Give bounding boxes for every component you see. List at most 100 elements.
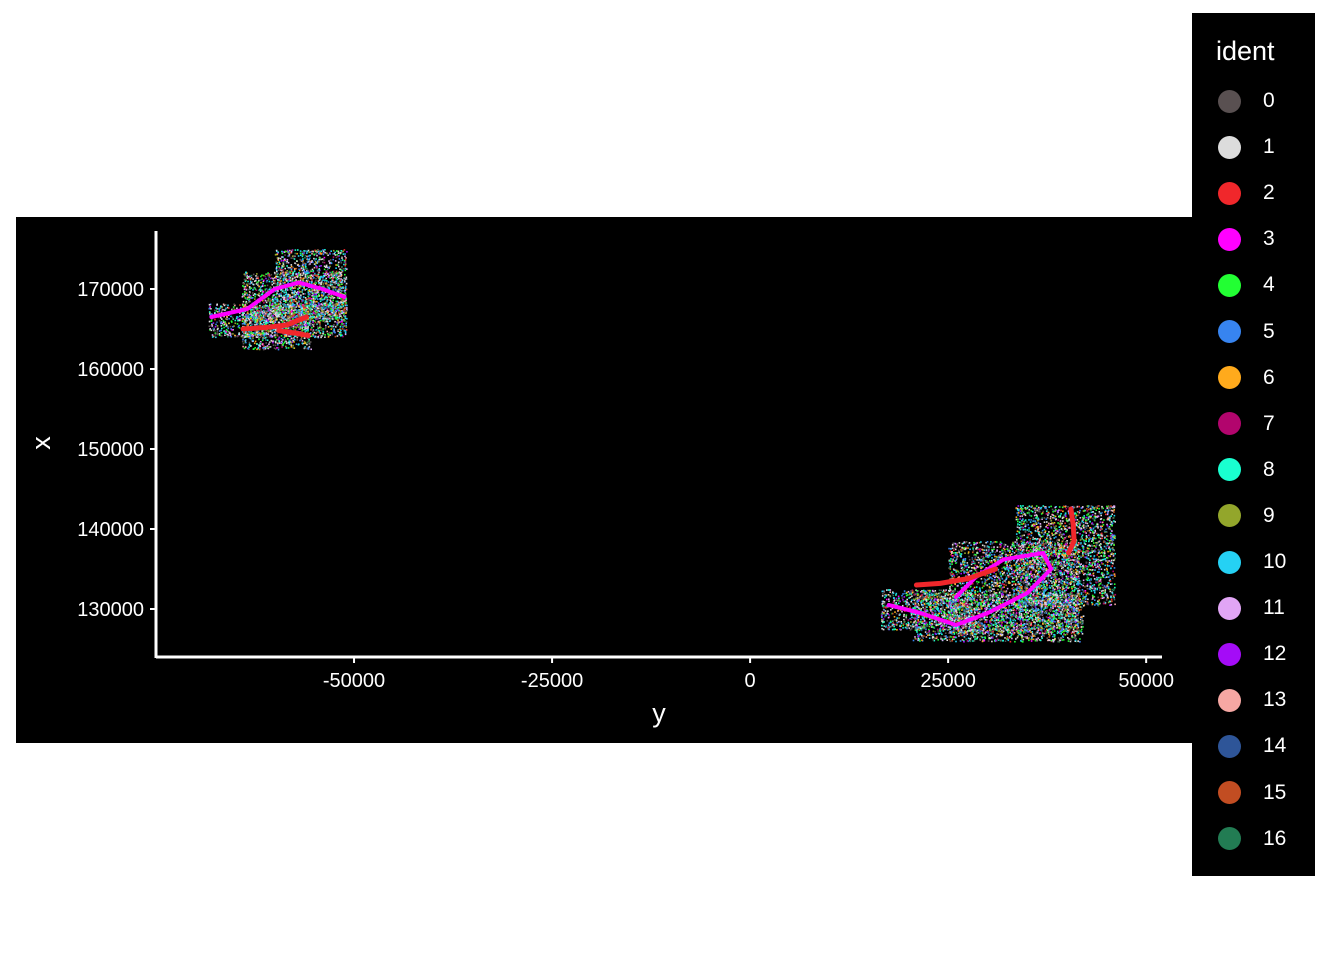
data-point xyxy=(236,323,239,325)
data-point xyxy=(294,291,296,293)
data-point xyxy=(909,606,911,609)
data-point xyxy=(344,259,347,261)
data-point xyxy=(340,310,342,313)
data-point xyxy=(301,251,304,253)
data-point xyxy=(322,279,324,281)
data-point xyxy=(895,612,898,615)
data-point xyxy=(232,318,234,320)
data-point xyxy=(308,324,311,326)
data-point xyxy=(342,250,344,253)
data-point xyxy=(341,283,343,285)
data-point xyxy=(285,345,287,348)
data-point xyxy=(953,636,956,638)
data-point xyxy=(322,330,324,332)
data-point xyxy=(332,279,334,282)
data-point xyxy=(984,605,986,608)
data-point xyxy=(298,325,300,328)
data-point xyxy=(341,299,344,302)
data-point xyxy=(947,592,949,594)
data-point xyxy=(311,253,313,255)
data-point xyxy=(216,303,218,306)
data-point xyxy=(328,274,330,277)
data-point xyxy=(289,295,291,297)
data-point xyxy=(260,316,262,318)
data-point xyxy=(909,596,912,599)
data-point xyxy=(304,250,306,252)
data-point xyxy=(312,297,315,300)
data-point xyxy=(335,314,338,317)
data-point xyxy=(945,602,948,604)
data-point xyxy=(250,274,253,277)
data-point xyxy=(932,604,934,606)
data-point xyxy=(289,300,292,302)
data-point xyxy=(321,299,323,301)
data-point xyxy=(215,310,218,312)
data-point xyxy=(921,593,923,596)
data-point xyxy=(238,333,241,336)
data-point xyxy=(891,624,894,627)
data-point xyxy=(300,296,303,298)
data-point xyxy=(291,276,293,278)
data-point xyxy=(313,312,315,314)
data-point xyxy=(303,337,306,339)
data-point xyxy=(343,320,345,322)
data-point xyxy=(318,276,320,278)
data-point xyxy=(227,335,229,338)
data-point xyxy=(306,343,308,346)
data-point xyxy=(290,305,293,308)
data-point xyxy=(263,306,265,309)
data-point xyxy=(232,325,234,328)
data-point xyxy=(287,310,290,313)
data-point xyxy=(322,320,324,322)
data-point xyxy=(220,322,222,324)
data-point xyxy=(303,252,306,254)
data-point xyxy=(247,323,249,325)
data-point xyxy=(242,345,244,348)
data-point xyxy=(280,317,283,320)
data-point xyxy=(249,309,252,312)
data-point xyxy=(290,272,292,275)
data-point xyxy=(248,294,251,296)
data-point xyxy=(299,250,302,252)
data-point xyxy=(340,324,342,327)
data-point xyxy=(283,296,286,299)
data-point xyxy=(300,311,303,314)
data-point xyxy=(295,300,297,303)
data-point xyxy=(264,288,267,291)
data-point xyxy=(902,599,904,601)
data-point xyxy=(288,280,290,282)
data-point xyxy=(310,328,312,331)
data-point xyxy=(257,334,260,336)
data-point xyxy=(316,254,318,257)
data-point xyxy=(288,339,291,342)
data-point xyxy=(292,315,294,317)
data-point xyxy=(230,335,232,338)
data-point xyxy=(318,253,321,255)
data-point xyxy=(898,620,900,623)
data-point xyxy=(328,318,330,320)
data-point xyxy=(275,268,278,270)
data-point xyxy=(246,298,249,300)
data-point xyxy=(275,277,278,280)
data-point xyxy=(338,315,341,317)
data-point xyxy=(336,286,338,288)
data-point xyxy=(275,298,277,301)
data-point xyxy=(276,296,279,298)
data-point xyxy=(326,304,328,306)
data-point xyxy=(304,322,307,324)
data-point xyxy=(314,336,316,339)
data-point xyxy=(297,292,300,295)
data-point xyxy=(294,324,296,326)
data-point xyxy=(242,293,244,295)
data-point xyxy=(278,306,280,308)
data-point xyxy=(311,280,313,283)
data-point xyxy=(292,287,295,289)
data-point xyxy=(909,629,912,631)
data-point xyxy=(283,294,285,297)
data-point xyxy=(317,320,320,323)
data-point xyxy=(310,317,313,320)
data-point xyxy=(251,332,253,334)
data-point xyxy=(884,596,886,599)
data-point xyxy=(301,289,304,291)
data-point xyxy=(313,266,316,269)
